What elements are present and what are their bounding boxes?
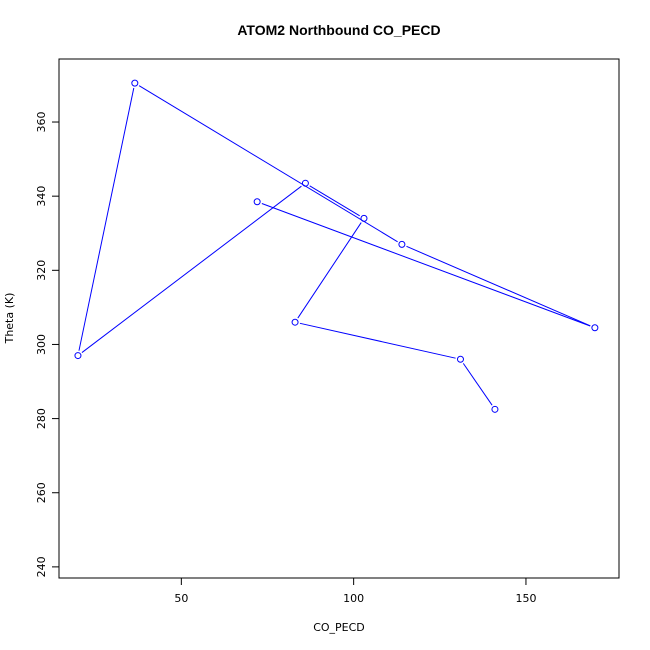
y-tick-label: 320: [35, 260, 48, 281]
data-point: [131, 79, 139, 87]
x-axis: 50 100 150: [174, 578, 536, 605]
chart-title: ATOM2 Northbound CO_PECD: [237, 22, 440, 38]
y-axis: 240 260 280 300 320 340 360: [35, 112, 59, 577]
series-segment: [297, 222, 362, 319]
series-segment: [309, 185, 360, 217]
data-point: [491, 405, 499, 413]
series-segment: [462, 363, 493, 406]
series-segment: [81, 185, 302, 353]
series-segment: [138, 85, 398, 243]
y-tick-label: 300: [35, 334, 48, 355]
data-point: [591, 324, 599, 332]
x-tick-label: 50: [174, 592, 188, 605]
data-point: [291, 318, 299, 326]
data-point: [301, 179, 309, 187]
y-tick-label: 260: [35, 482, 48, 503]
series-segment: [261, 203, 591, 327]
y-tick-label: 240: [35, 556, 48, 577]
y-tick-label: 280: [35, 408, 48, 429]
y-tick-label: 340: [35, 186, 48, 207]
x-axis-label: CO_PECD: [313, 621, 365, 634]
data-point: [398, 240, 406, 248]
series-points: [74, 79, 599, 413]
data-point: [74, 352, 82, 360]
series-segment: [299, 322, 456, 359]
data-point: [360, 214, 368, 222]
y-axis-label: Theta (K): [3, 293, 16, 345]
plot-frame: [58, 58, 620, 579]
series-segment: [406, 245, 591, 327]
series-line: [78, 85, 591, 406]
data-point: [253, 198, 261, 206]
x-tick-label: 150: [515, 592, 536, 605]
y-tick-label: 360: [35, 112, 48, 133]
series-segment: [78, 87, 135, 351]
data-point: [456, 355, 464, 363]
x-tick-label: 100: [343, 592, 364, 605]
